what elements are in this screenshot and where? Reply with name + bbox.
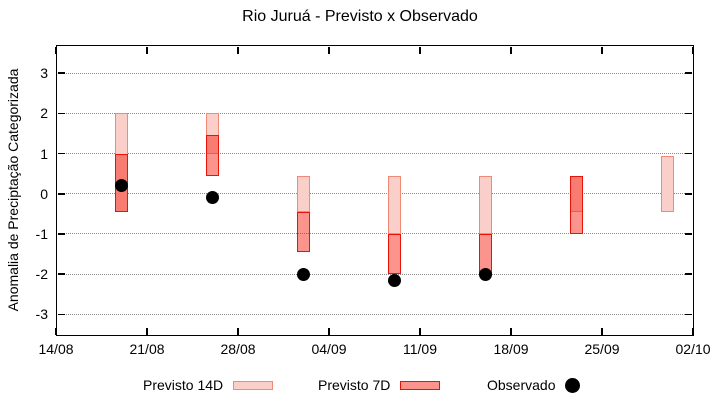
x-tick-mark-top — [55, 46, 57, 54]
x-tick-mark-bottom — [692, 327, 694, 335]
gridline-y-1 — [58, 153, 691, 155]
legend-swatch-previsto-14d — [233, 380, 274, 390]
x-tick-mark-top — [510, 46, 512, 54]
legend-label-observado: Observado — [487, 377, 556, 393]
y-tick-mark-right — [684, 112, 692, 115]
y-tick-mark-left — [57, 152, 65, 155]
gridline-y-2 — [58, 112, 691, 114]
x-tick-mark-bottom — [510, 327, 512, 335]
legend: Previsto 14D Previsto 7D Observado — [0, 375, 720, 395]
chart-title: Rio Juruá - Previsto x Observado — [242, 8, 478, 25]
bar-previsto-7d — [387, 233, 401, 275]
legend-label-previsto-7d: Previsto 7D — [318, 377, 391, 393]
x-tick-mark-top — [601, 46, 603, 54]
x-tick-label: 25/09 — [584, 341, 620, 357]
bar-previsto-14d — [296, 175, 310, 212]
bar-previsto-14d — [478, 175, 492, 234]
legend-item-previsto-14d: Previsto 14D — [143, 375, 274, 395]
x-tick-label: 14/08 — [38, 341, 74, 357]
y-tick-label: -2 — [35, 266, 48, 283]
x-tick-mark-top — [692, 46, 694, 54]
y-tick-label: 0 — [40, 185, 48, 202]
y-tick-mark-right — [684, 233, 692, 235]
gridline-y--2 — [58, 273, 691, 275]
gridline-y-0 — [58, 193, 691, 195]
x-tick-mark-bottom — [419, 327, 421, 335]
x-tick-mark-top — [328, 46, 330, 54]
bar-previsto-14d — [387, 175, 401, 234]
legend-swatch-previsto-7d — [400, 380, 441, 390]
y-tick-mark-right — [684, 273, 692, 275]
gridline-y--1 — [58, 233, 691, 235]
x-tick-mark-bottom — [55, 327, 57, 335]
x-tick-label: 04/09 — [311, 341, 347, 357]
x-tick-label: 02/10 — [675, 341, 711, 357]
y-tick-mark-right — [684, 152, 692, 155]
y-tick-label: 1 — [40, 145, 48, 162]
bar-previsto-7d — [205, 135, 219, 176]
observed-dot — [478, 267, 492, 281]
y-tick-mark-right — [684, 72, 692, 74]
y-tick-mark-left — [57, 233, 65, 235]
y-tick-mark-left — [57, 193, 65, 195]
legend-item-previsto-7d: Previsto 7D — [318, 375, 441, 395]
x-tick-mark-bottom — [601, 327, 603, 335]
x-tick-mark-top — [419, 46, 421, 54]
legend-label-previsto-14d: Previsto 14D — [143, 377, 224, 393]
y-tick-mark-right — [684, 313, 692, 316]
x-tick-mark-bottom — [146, 327, 148, 335]
legend-observed-dot-icon — [565, 377, 581, 393]
plot-area — [56, 45, 694, 336]
x-tick-label: 18/09 — [493, 341, 529, 357]
gridline-y-3 — [58, 72, 691, 74]
gridline-y--3 — [58, 313, 691, 315]
y-tick-label: -3 — [35, 306, 48, 323]
x-tick-mark-bottom — [237, 327, 239, 335]
x-tick-label: 11/09 — [403, 341, 437, 357]
x-tick-mark-top — [146, 46, 148, 54]
observed-dot — [205, 191, 219, 205]
observed-dot — [387, 273, 401, 287]
y-tick-mark-left — [57, 313, 65, 316]
x-tick-mark-top — [237, 46, 239, 54]
observed-dot — [296, 267, 310, 281]
x-tick-mark-bottom — [328, 327, 330, 335]
x-tick-label: 21/08 — [129, 341, 165, 357]
y-tick-mark-right — [684, 193, 692, 195]
y-tick-label: 2 — [40, 105, 48, 122]
bar-previsto-14d — [660, 155, 674, 212]
y-tick-mark-left — [57, 72, 65, 74]
y-tick-label: 3 — [40, 65, 48, 82]
observed-dot — [114, 179, 128, 193]
x-tick-label: 28/08 — [220, 341, 256, 357]
y-tick-mark-left — [57, 112, 65, 115]
y-tick-label: -1 — [35, 225, 48, 242]
y-tick-mark-left — [57, 273, 65, 275]
bar-previsto-7d — [296, 211, 310, 253]
bar-previsto-7d — [569, 175, 583, 234]
legend-item-observado: Observado — [487, 375, 581, 395]
